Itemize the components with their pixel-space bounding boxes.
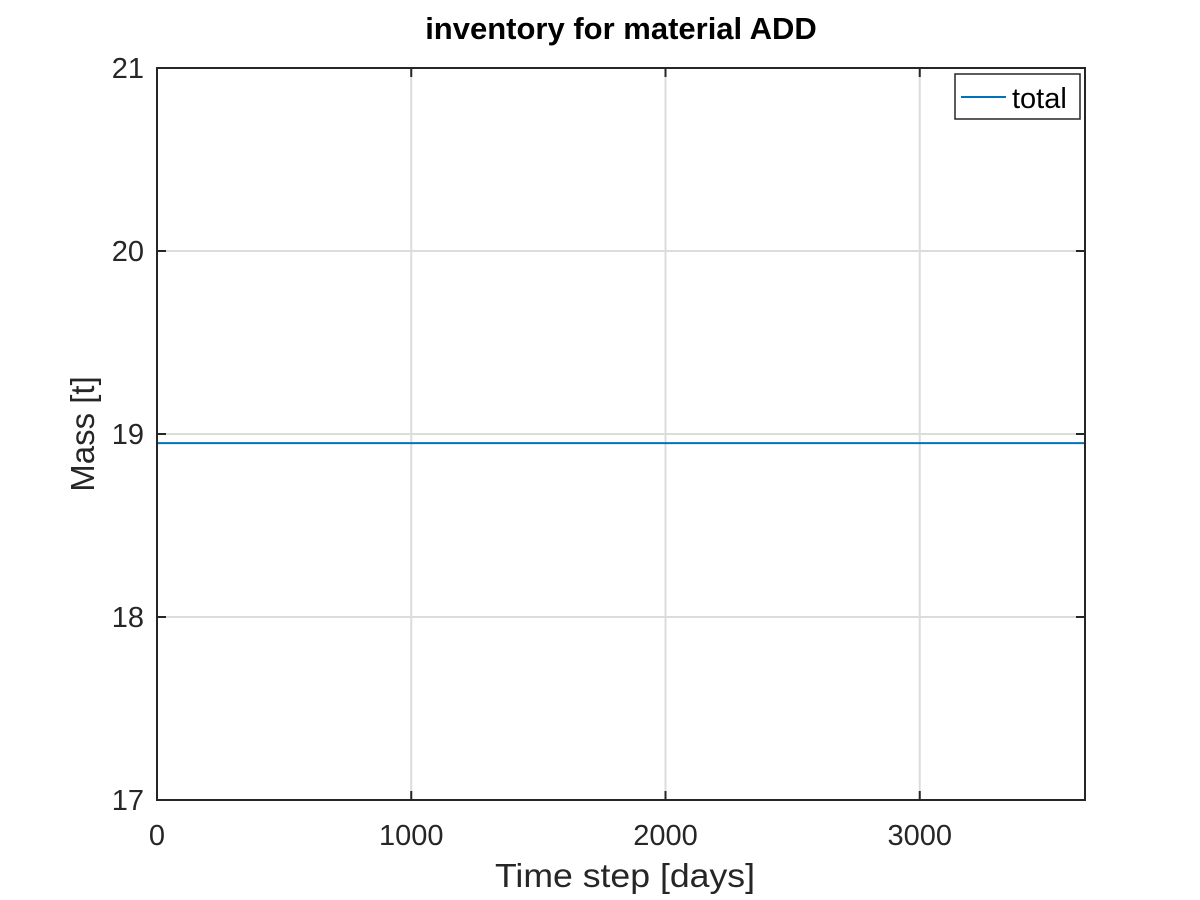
x-tick-label: 1000 bbox=[379, 820, 444, 852]
chart-title: inventory for material ADD bbox=[425, 11, 817, 46]
y-tick-labels: 17 18 19 20 21 bbox=[112, 53, 144, 817]
x-tick-label: 3000 bbox=[887, 820, 952, 852]
y-tick-label: 17 bbox=[112, 785, 144, 817]
y-tick-label: 20 bbox=[112, 236, 144, 268]
y-tick-label: 18 bbox=[112, 602, 144, 634]
x-tick-label: 0 bbox=[149, 820, 165, 852]
y-tick-label: 21 bbox=[112, 53, 144, 85]
legend: total bbox=[954, 73, 1081, 120]
y-tick-label: 19 bbox=[112, 419, 144, 451]
x-tick-labels: 0 1000 2000 3000 bbox=[149, 820, 952, 852]
grid-lines bbox=[157, 68, 1085, 800]
legend-entry-total: total bbox=[1012, 83, 1067, 115]
x-axis-label: Time step [days] bbox=[495, 857, 755, 894]
axes bbox=[156, 67, 1086, 801]
x-tick-label: 2000 bbox=[633, 820, 698, 852]
y-axis-label: Mass [t] bbox=[64, 376, 101, 492]
